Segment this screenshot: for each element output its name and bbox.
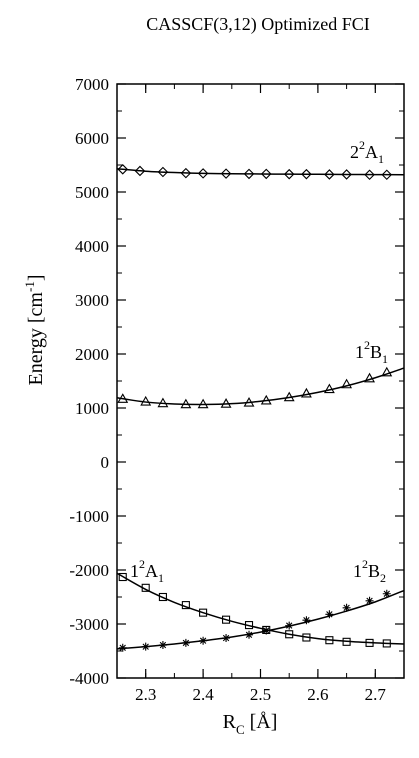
x-tick-label: 2.7 (365, 685, 387, 704)
data-point-diamond (134, 165, 146, 177)
x-tick-label: 2.6 (307, 685, 328, 704)
data-point-square (118, 572, 127, 582)
y-tick-label: 7000 (75, 75, 109, 94)
data-point-asterisk (365, 596, 374, 605)
y-tick-label: 5000 (75, 183, 109, 202)
data-point-square (382, 639, 391, 648)
series-markers (117, 164, 393, 652)
series-line-0 (116, 168, 405, 176)
data-point-diamond (283, 168, 295, 180)
data-point-square (244, 621, 254, 630)
series-label-0: 22A1 (350, 138, 384, 166)
x-axis-label-unit: [Å] (245, 711, 278, 733)
data-point-diamond (381, 169, 393, 180)
data-point-triangle (157, 397, 169, 408)
y-tick-label: -3000 (69, 615, 109, 634)
data-point-asterisk (325, 610, 334, 619)
y-tick-label: 1000 (75, 399, 109, 418)
series-label-2: 12A1 (130, 557, 164, 585)
data-point-triangle (364, 372, 376, 383)
series-label-3: 12B2 (353, 557, 386, 585)
data-point-triangle (300, 387, 312, 398)
data-point-diamond (117, 164, 129, 175)
data-point-asterisk (342, 603, 351, 612)
y-tick-label: -2000 (69, 561, 109, 580)
data-point-triangle (140, 395, 152, 406)
data-point-diamond (301, 168, 312, 180)
data-point-diamond (157, 166, 169, 178)
y-tick-label: -4000 (69, 669, 109, 688)
y-axis-label: Energy [cm-1] (22, 274, 47, 385)
x-tick-label: 2.5 (250, 685, 271, 704)
data-point-asterisk (302, 616, 311, 625)
data-point-square (285, 630, 294, 639)
data-point-square (342, 637, 351, 646)
series-line-1 (116, 367, 405, 406)
data-point-asterisk (141, 642, 150, 651)
data-point-diamond (341, 169, 352, 180)
data-point-triangle (323, 383, 335, 394)
x-tick-label: 2.3 (135, 685, 156, 704)
x-tick-label: 2.4 (192, 685, 214, 704)
data-point-square (141, 583, 150, 592)
data-point-asterisk (222, 634, 231, 643)
data-point-diamond (243, 168, 255, 180)
y-axis-ticks: -4000 -3000 -2000 -1000 0 1000 2000 3000 4000 500… (69, 75, 404, 688)
data-point-triangle (243, 396, 255, 407)
series-line-3 (116, 589, 405, 650)
data-point-triangle (381, 366, 393, 377)
data-point-asterisk (199, 636, 208, 645)
data-point-asterisk (285, 621, 294, 630)
data-point-square (199, 608, 208, 617)
y-tick-label: 0 (101, 453, 110, 472)
y-tick-label: 6000 (75, 129, 109, 148)
series-labels: 22A1 12B1 12A1 12B2 (130, 138, 388, 585)
y-tick-label: 3000 (75, 291, 109, 310)
data-point-asterisk (382, 589, 391, 598)
data-point-asterisk (158, 641, 167, 650)
data-point-asterisk (245, 630, 254, 639)
data-point-triangle (197, 398, 209, 409)
y-tick-label: -1000 (69, 507, 109, 526)
data-point-triangle (283, 391, 295, 402)
data-point-triangle (117, 393, 129, 403)
y-tick-label: 4000 (75, 237, 109, 256)
data-point-diamond (180, 167, 192, 179)
data-point-diamond (220, 168, 232, 179)
data-point-triangle (341, 378, 353, 389)
data-point-square (158, 592, 167, 602)
data-point-asterisk (181, 638, 190, 647)
x-axis-label: RC [Å] (223, 711, 278, 737)
data-point-diamond (197, 168, 209, 179)
x-axis-ticks: 2.3 2.4 2.5 2.6 2.7 (116, 84, 405, 704)
data-point-asterisk (262, 626, 271, 635)
y-axis-label-end: ] (25, 274, 47, 281)
data-point-square (181, 601, 190, 610)
y-tick-label: 2000 (75, 345, 109, 364)
y-axis-label-sup: -1 (22, 281, 37, 292)
data-point-triangle (260, 394, 272, 405)
x-axis-label-sub: C (236, 722, 245, 737)
data-point-square (325, 636, 334, 645)
data-point-square (365, 638, 374, 647)
chart-title: CASSCF(3,12) Optimized FCI (146, 14, 370, 35)
data-point-diamond (260, 168, 272, 180)
data-point-diamond (324, 169, 335, 180)
data-point-triangle (220, 398, 232, 408)
data-point-triangle (180, 398, 192, 409)
data-point-square (302, 633, 311, 642)
data-point-asterisk (118, 643, 127, 652)
data-point-square (222, 615, 231, 624)
series-label-1: 12B1 (355, 338, 388, 366)
data-point-diamond (364, 169, 375, 180)
